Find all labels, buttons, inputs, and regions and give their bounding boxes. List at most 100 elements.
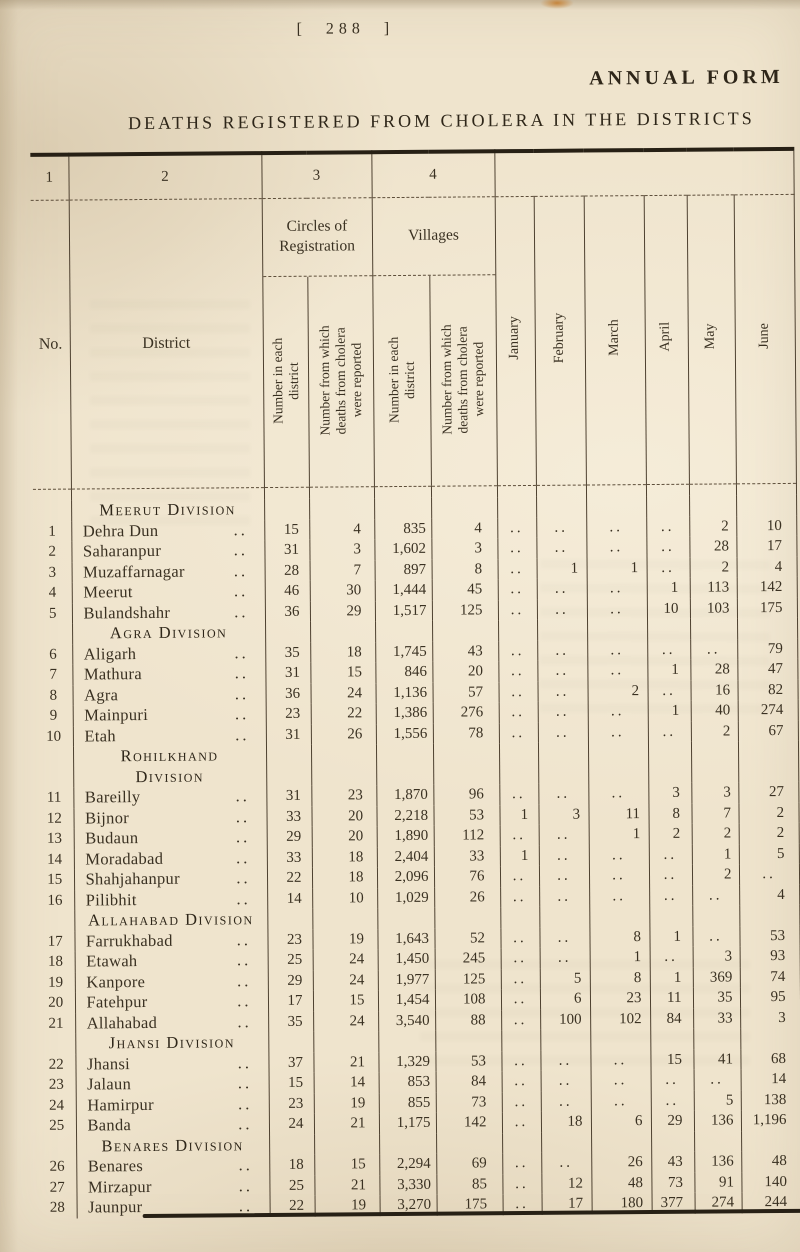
month-value-cell: .. (538, 845, 589, 866)
month-value-cell: .. (692, 884, 740, 906)
month-value-cell: .. (498, 660, 538, 682)
district-cell: Etah.. (72, 724, 266, 747)
district-cell: Mainpuri.. (72, 704, 266, 727)
division-empty-cell (497, 496, 537, 518)
division-empty-cell (436, 1132, 503, 1154)
district-cell: Bijnor.. (73, 806, 267, 829)
district-name: Saharanpur (82, 540, 162, 561)
villages-reported-cell: 76 (433, 866, 501, 888)
division-empty-cell (589, 906, 650, 928)
month-value-cell: 113 (689, 577, 737, 599)
district-cell: Hamirpur.. (75, 1093, 269, 1116)
month-value-cell: .. (499, 865, 540, 887)
leader-dots: .. (233, 519, 248, 539)
leader-dots: .. (238, 1114, 253, 1134)
division-empty-cell (651, 1131, 695, 1153)
leader-dots: .. (236, 888, 251, 908)
row-number-cell: 23 (48, 1076, 64, 1093)
villages-each-cell: 897 (374, 559, 432, 581)
spacer-cell (496, 484, 537, 498)
month-value-cell: 1 (647, 700, 691, 722)
month-value-cell: .. (497, 537, 537, 559)
division-header: Agra Division (72, 622, 266, 645)
month-value-cell: 8 (648, 803, 692, 825)
district-name: Mathura (83, 664, 142, 684)
division-empty-cell (647, 618, 691, 640)
month-value-cell: .. (540, 1070, 591, 1092)
district-cell: Saharanpur.. (71, 540, 265, 563)
villages-each-cell: 2,294 (379, 1153, 437, 1175)
district-name: Banda (87, 1115, 132, 1135)
month-value-cell: 28 (690, 659, 738, 681)
district-name: Agra (84, 684, 119, 704)
row-number-cell: 2 (48, 543, 57, 560)
header-month-march: March (583, 195, 646, 485)
month-value-cell: .. (498, 681, 538, 703)
division-name: Rohilkhand Division (120, 745, 219, 786)
month-value-cell: .. (500, 947, 540, 969)
month-value-cell: 47 (737, 658, 798, 680)
circles-each-cell: 18 (269, 1154, 315, 1176)
row-number-cell: 16 (47, 892, 63, 909)
leader-dots: .. (237, 1093, 253, 1113)
row-number-cell: 7 (49, 666, 57, 683)
row-number-cell: 22 (48, 1056, 64, 1073)
division-empty-cell (650, 1028, 694, 1050)
villages-each-cell: 1,745 (375, 641, 433, 663)
month-value-cell: 43 (651, 1151, 695, 1173)
villages-each-cell: 1,870 (376, 784, 434, 806)
month-value-cell: .. (692, 925, 740, 947)
district-cell: Mirzapur.. (76, 1175, 270, 1198)
division-empty-cell (269, 1134, 315, 1156)
row-number-cell: 3 (48, 564, 57, 581)
circles-reported-cell: 23 (311, 785, 377, 807)
district-name: Kanpore (86, 971, 146, 991)
district-cell: Budaun.. (73, 827, 267, 850)
division-empty-cell (378, 1030, 436, 1052)
division-header-row: Rohilkhand Division (35, 740, 799, 788)
month-value-cell: 16 (690, 679, 738, 701)
row-number-cell: 12 (46, 810, 62, 827)
division-header: Allahabad Division (74, 909, 268, 932)
month-value-cell: 2 (691, 864, 740, 886)
header-month-january: January (494, 195, 536, 486)
division-empty-cell (541, 1132, 592, 1153)
district-cell: Mathura.. (72, 663, 266, 686)
villages-each-cell: 2,096 (376, 866, 435, 888)
month-value-cell: .. (539, 947, 590, 969)
month-value-cell: .. (536, 599, 588, 620)
month-value-cell: .. (501, 1091, 541, 1113)
month-value-cell: .. (588, 844, 649, 866)
row-number-cell: 11 (46, 789, 62, 806)
villages-each-cell: 3,540 (378, 1010, 436, 1032)
circles-each-cell: 25 (267, 949, 313, 971)
district-name: Jaunpur (88, 1197, 143, 1217)
division-empty-cell (37, 1034, 75, 1055)
month-value-cell: .. (537, 681, 588, 702)
division-empty-cell (501, 1029, 541, 1051)
division-empty-cell (737, 740, 799, 783)
month-value-cell: 2 (587, 680, 648, 702)
month-value-cell: 4 (739, 884, 800, 906)
circles-each-cell: 31 (266, 785, 312, 807)
month-value-cell: .. (587, 639, 648, 661)
month-value-cell: 2 (648, 823, 692, 845)
month-value-cell: .. (587, 660, 648, 682)
villages-each-cell: 3,330 (379, 1174, 437, 1196)
division-empty-cell (587, 619, 648, 641)
header-villages-number-reported: Number from which deaths from cholera we… (429, 274, 497, 486)
month-value-cell: 28 (689, 536, 737, 558)
month-value-cell: .. (498, 722, 538, 744)
leader-dots: .. (233, 540, 249, 560)
villages-each-cell: 1,029 (377, 887, 435, 909)
leader-dots: .. (236, 847, 251, 867)
month-value-cell: .. (538, 783, 589, 805)
month-value-cell: 17 (736, 535, 797, 557)
col-number-1: 1 (30, 154, 69, 200)
month-value-cell: .. (501, 1070, 541, 1092)
circles-reported-cell: 29 (309, 600, 376, 622)
row-number-cell: 8 (49, 687, 58, 704)
month-value-cell: .. (586, 578, 647, 600)
month-value-cell: .. (648, 864, 693, 886)
